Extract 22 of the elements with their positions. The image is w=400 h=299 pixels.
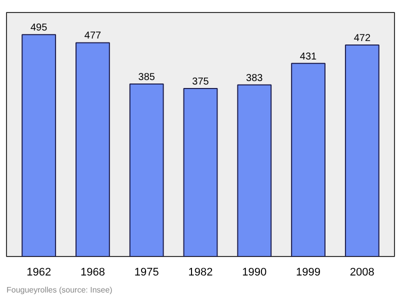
data-label: 431: [300, 51, 318, 62]
x-tick-label: 1999: [296, 266, 321, 278]
bar: [129, 83, 164, 256]
x-tick-label: 1975: [134, 266, 159, 278]
data-label: 375: [192, 76, 210, 88]
bar: [237, 84, 272, 256]
bar: [291, 62, 326, 256]
data-label: 385: [138, 72, 156, 83]
x-tick-label: 1990: [242, 266, 267, 278]
data-label: 472: [354, 32, 371, 44]
data-label: 477: [84, 30, 102, 42]
data-label: 495: [30, 22, 48, 34]
bar: [22, 34, 56, 256]
bar: [344, 44, 380, 256]
x-tick-label: 1982: [188, 266, 213, 278]
x-tick-label: 1962: [26, 266, 52, 278]
text: Fougueyrolles (source: Insee): [6, 286, 113, 294]
x-tick-label: 1968: [80, 266, 105, 278]
bar: [76, 42, 110, 256]
bar: [183, 88, 218, 256]
data-label: 383: [246, 72, 264, 84]
x-tick-label: 2008: [350, 266, 374, 278]
